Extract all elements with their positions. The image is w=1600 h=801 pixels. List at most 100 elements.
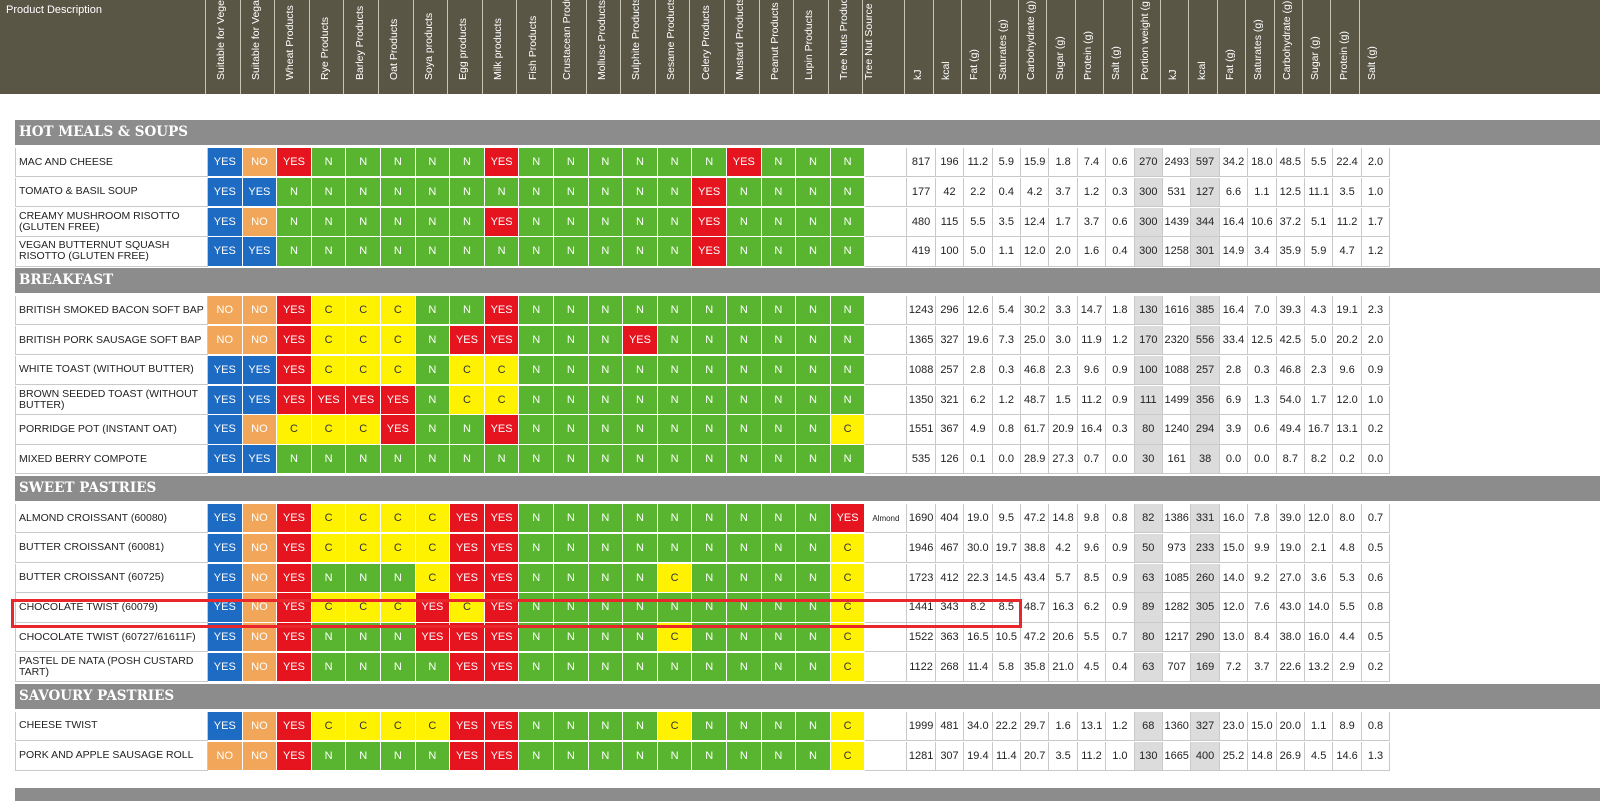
header-divider (793, 0, 795, 94)
header-column-label: Peanut Products (768, 2, 781, 80)
allergen-cell: N (623, 207, 658, 237)
allergen-cell: N (692, 326, 727, 356)
nutrition-cell: 11.2 (1077, 741, 1107, 771)
table-row: CHOCOLATE TWIST (60079) YES NO YES C C C YES C YE… (15, 593, 1600, 623)
product-name: BUTTER CROISSANT (60725) (15, 563, 208, 593)
nutrition-cell: 47.2 (1021, 504, 1050, 534)
product-name: VEGAN BUTTERNUT SQUASH RISOTTO (GLUTEN F… (15, 237, 208, 267)
allergen-cell: YES (450, 741, 485, 771)
nutrition-cell: 0.0 (1361, 445, 1391, 475)
nutrition-cell: 5.9 (992, 148, 1021, 178)
allergen-cell: N (415, 415, 451, 445)
header-column: Celery Products (689, 0, 724, 94)
nutrition-cell: 0.3 (1248, 355, 1277, 385)
tree-nut-source-cell (865, 623, 908, 653)
nutrition-cell: 294 (1191, 415, 1220, 445)
allergen-cell: NO (242, 623, 278, 653)
nutrition-cell: 300 (1134, 177, 1163, 207)
allergen-cell: N (761, 711, 797, 741)
allergen-cell: N (727, 207, 762, 237)
nutrition-cell: 344 (1191, 207, 1220, 237)
nutrition-cell: 11.2 (1333, 207, 1362, 237)
allergen-cell: N (796, 533, 831, 563)
nutrition-cell: 28.9 (1021, 445, 1050, 475)
allergen-cell: N (623, 415, 658, 445)
allergen-cell: N (415, 177, 451, 207)
nutrition-cell: 38.0 (1276, 623, 1305, 653)
nutrition-cell: 1281 (907, 741, 936, 771)
allergen-cell: YES (242, 355, 278, 385)
nutrition-cell: 6.9 (1219, 385, 1249, 415)
nutrition-cell: 1386 (1163, 504, 1192, 534)
nutrition-cell: 8.9 (1333, 711, 1362, 741)
allergen-cell: N (830, 385, 866, 415)
nutrition-cell: 14.6 (1333, 741, 1362, 771)
allergen-cell: YES (311, 385, 347, 415)
allergen-cell: C (346, 415, 381, 445)
allergen-cell: N (623, 533, 658, 563)
allergen-cell: YES (484, 593, 520, 623)
allergen-cell: N (761, 355, 797, 385)
nutrition-cell: 42 (935, 177, 965, 207)
nutrition-cell: 22.3 (964, 563, 993, 593)
allergen-cell: N (450, 177, 485, 207)
allergen-cell: N (761, 533, 797, 563)
nutrition-cell: 3.7 (1077, 207, 1107, 237)
nutrition-cell: 321 (935, 385, 965, 415)
header-divider (1160, 0, 1161, 94)
nutrition-cell: 1946 (907, 533, 936, 563)
nutrition-cell: 14.5 (992, 563, 1021, 593)
allergen-cell: N (554, 653, 589, 683)
allergen-cell: N (796, 355, 831, 385)
nutrition-cell: 14.0 (1219, 563, 1249, 593)
header-column: kJ (904, 0, 932, 94)
table-row: MAC AND CHEESE YES NO YES N N N N N YES N N N N N N YES N… (15, 148, 1600, 178)
header-column: Suitable for Vege (205, 0, 240, 94)
header-label: Product Description (6, 4, 102, 16)
allergen-cell: N (519, 148, 554, 178)
header-column-label: Tree Nut Source (if present) (863, 0, 876, 80)
nutrition-cell: 0.3 (1106, 177, 1135, 207)
product-name: CREAMY MUSHROOM RISOTTO (GLUTEN FREE) (15, 207, 208, 237)
table-row: BROWN SEEDED TOAST (WITHOUT BUTTER) YES YE… (15, 385, 1600, 415)
nutrition-cell: 1350 (907, 385, 936, 415)
header-divider (308, 0, 310, 94)
header-column-label: Oat Products (388, 18, 401, 80)
allergen-cell: C (346, 504, 381, 534)
nutrition-cell: 12.0 (1021, 237, 1050, 267)
allergen-cell: N (415, 653, 451, 683)
nutrition-cell: 170 (1134, 326, 1163, 356)
tree-nut-source-cell (865, 237, 908, 267)
header-column-label: kJ (911, 69, 924, 81)
nutrition-cell: 1723 (907, 563, 936, 593)
allergen-cell: YES (208, 533, 243, 563)
nutrition-cell: 0.7 (1106, 623, 1135, 653)
allergen-cell: C (346, 326, 381, 356)
allergen-cell: N (415, 385, 451, 415)
allergen-cell: N (623, 711, 658, 741)
allergen-cell: N (761, 653, 797, 683)
nutrition-cell: 9.6 (1333, 355, 1362, 385)
header-column: Fat (g) (961, 0, 989, 94)
nutrition-cell: 3.5 (1049, 741, 1078, 771)
nutrition-cell: 19.1 (1333, 296, 1362, 326)
header-column-label: Barley Products (353, 5, 366, 80)
nutrition-cell: 1.1 (992, 237, 1021, 267)
nutrition-cell: 11.1 (1305, 177, 1334, 207)
allergen-cell: YES (242, 445, 278, 475)
allergen-cell: YES (208, 148, 243, 178)
allergen-cell: N (692, 623, 727, 653)
nutrition-cell: 11.2 (1077, 385, 1107, 415)
allergen-cell: N (623, 653, 658, 683)
allergen-cell: N (519, 355, 554, 385)
table-row: CHOCOLATE TWIST (60727/61611F) YES NO YES N N… (15, 623, 1600, 653)
product-name: PORRIDGE POT (INSTANT OAT) (15, 415, 208, 445)
nutrition-cell: 11.2 (964, 148, 993, 178)
nutrition-cell: 16.5 (964, 623, 993, 653)
nutrition-cell: 130 (1134, 741, 1163, 771)
allergen-cell: N (554, 148, 589, 178)
header-column-label: Rye Products (319, 16, 332, 80)
nutrition-cell: 5.1 (1305, 207, 1334, 237)
nutrition-cell: 1665 (1163, 741, 1192, 771)
table-row: BUTTER CROISSANT (60725) YES NO YES N N N C YES Y… (15, 563, 1600, 593)
